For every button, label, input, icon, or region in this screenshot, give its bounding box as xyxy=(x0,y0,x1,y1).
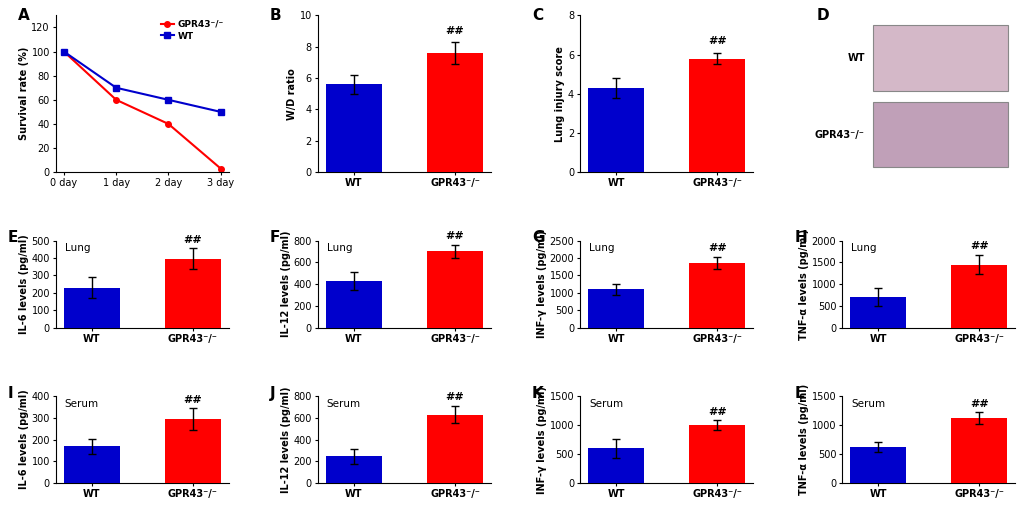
GPR43⁻/⁻ xyxy=(110,97,122,103)
Bar xyxy=(588,88,643,172)
Bar xyxy=(689,425,744,483)
Y-axis label: IL-6 levels (pg/ml): IL-6 levels (pg/ml) xyxy=(18,234,29,334)
Text: ##: ## xyxy=(183,235,202,245)
GPR43⁻/⁻ xyxy=(58,48,70,54)
Bar xyxy=(427,251,482,327)
Text: ##: ## xyxy=(445,26,464,36)
Text: ##: ## xyxy=(707,36,726,46)
Y-axis label: W/D ratio: W/D ratio xyxy=(286,68,297,120)
Text: I: I xyxy=(8,386,13,400)
Y-axis label: IL-12 levels (pg/ml): IL-12 levels (pg/ml) xyxy=(280,231,290,337)
Y-axis label: INF-γ levels (pg/ml): INF-γ levels (pg/ml) xyxy=(536,230,546,338)
Y-axis label: Lung injury score: Lung injury score xyxy=(554,46,565,142)
Text: ##: ## xyxy=(707,407,726,417)
Y-axis label: IL-6 levels (pg/ml): IL-6 levels (pg/ml) xyxy=(18,390,29,489)
Text: Serum: Serum xyxy=(850,399,884,409)
FancyBboxPatch shape xyxy=(872,25,1007,90)
Bar xyxy=(850,447,905,483)
WT xyxy=(162,97,174,103)
Text: GPR43⁻/⁻: GPR43⁻/⁻ xyxy=(814,130,864,140)
Text: F: F xyxy=(270,230,280,245)
Text: Lung: Lung xyxy=(588,243,613,253)
Y-axis label: TNF-α levels (pg/ml): TNF-α levels (pg/ml) xyxy=(798,384,808,495)
GPR43⁻/⁻ xyxy=(162,121,174,127)
Text: ##: ## xyxy=(183,395,202,405)
Bar xyxy=(64,446,119,483)
Text: ##: ## xyxy=(969,399,987,409)
Text: Lung: Lung xyxy=(64,243,90,253)
Text: Serum: Serum xyxy=(588,399,623,409)
Text: L: L xyxy=(794,386,803,400)
Bar xyxy=(427,53,482,172)
Bar xyxy=(165,419,220,483)
Text: Serum: Serum xyxy=(64,399,99,409)
Bar xyxy=(326,456,381,483)
Text: K: K xyxy=(532,386,543,400)
Text: ##: ## xyxy=(445,392,464,402)
Bar xyxy=(64,288,119,327)
Bar xyxy=(326,281,381,327)
Text: J: J xyxy=(270,386,275,400)
Bar xyxy=(165,259,220,327)
Text: Serum: Serum xyxy=(326,399,361,409)
Bar xyxy=(588,448,643,483)
Bar xyxy=(850,297,905,327)
Y-axis label: TNF-α levels (pg/ml): TNF-α levels (pg/ml) xyxy=(798,229,808,340)
Text: ##: ## xyxy=(707,244,726,253)
Text: G: G xyxy=(532,230,544,245)
Text: C: C xyxy=(532,8,543,23)
Bar xyxy=(588,289,643,327)
Text: Lung: Lung xyxy=(326,243,352,253)
Text: B: B xyxy=(270,8,281,23)
Text: ##: ## xyxy=(445,231,464,242)
Text: D: D xyxy=(816,8,828,23)
Text: H: H xyxy=(794,230,806,245)
Bar xyxy=(951,265,1006,327)
Bar xyxy=(326,84,381,172)
WT xyxy=(58,48,70,54)
GPR43⁻/⁻ xyxy=(214,166,226,172)
WT xyxy=(110,85,122,91)
Text: Lung: Lung xyxy=(850,243,875,253)
Bar xyxy=(689,59,744,172)
Text: A: A xyxy=(18,8,30,23)
Text: E: E xyxy=(8,230,18,245)
FancyBboxPatch shape xyxy=(872,102,1007,168)
Bar xyxy=(951,418,1006,483)
Line: GPR43⁻/⁻: GPR43⁻/⁻ xyxy=(61,49,223,171)
Y-axis label: Survival rate (%): Survival rate (%) xyxy=(18,47,29,140)
Text: ##: ## xyxy=(969,242,987,251)
Bar xyxy=(427,415,482,483)
Y-axis label: IL-12 levels (pg/ml): IL-12 levels (pg/ml) xyxy=(280,387,290,493)
Text: WT: WT xyxy=(847,53,864,63)
Line: WT: WT xyxy=(61,49,223,115)
Legend: GPR43⁻/⁻, WT: GPR43⁻/⁻, WT xyxy=(160,20,224,41)
Bar xyxy=(689,263,744,327)
Y-axis label: INF-γ levels (pg/ml): INF-γ levels (pg/ml) xyxy=(536,386,546,493)
WT xyxy=(214,109,226,115)
